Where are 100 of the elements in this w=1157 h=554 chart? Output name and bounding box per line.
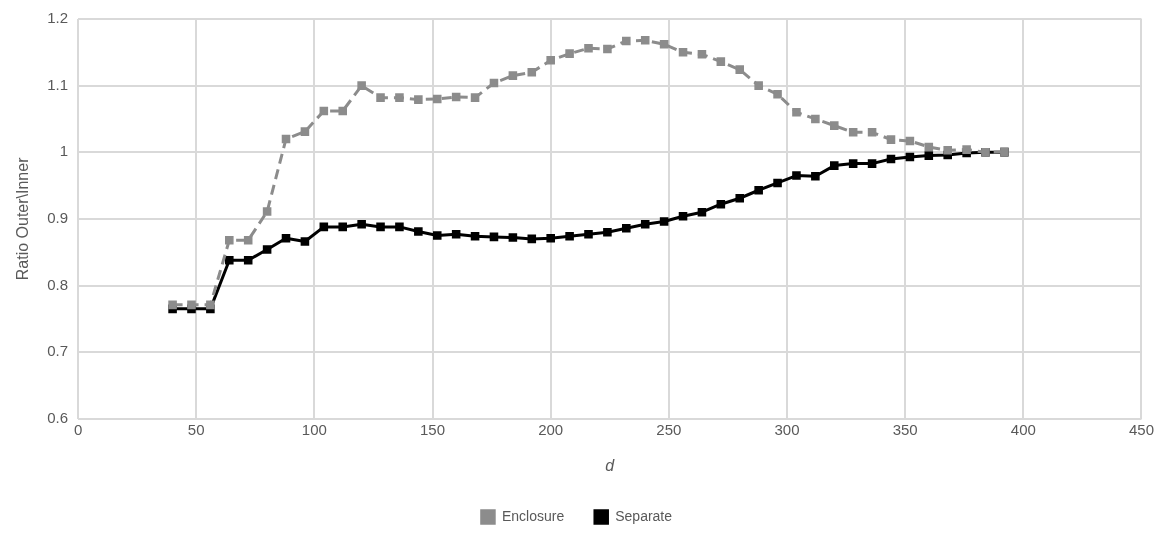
point: [867, 127, 877, 137]
point: [848, 159, 858, 168]
point: [546, 56, 555, 65]
point: [640, 36, 650, 45]
y-tick-label: 0.9: [47, 209, 69, 227]
point: [962, 145, 971, 154]
point: [735, 193, 745, 203]
point: [886, 135, 896, 144]
point: [338, 222, 348, 232]
y-tick-label: 0.8: [47, 275, 69, 293]
point: [395, 222, 404, 232]
point: [829, 121, 839, 130]
x-tick-label: 100: [301, 420, 327, 438]
y-tick-label: 1: [59, 142, 69, 160]
point: [281, 233, 291, 243]
point: [584, 44, 593, 53]
point: [924, 151, 934, 160]
point: [357, 81, 366, 90]
y-axis-title: Ratio Outer\Inner: [14, 156, 32, 281]
x-tick-label: 350: [892, 420, 918, 438]
point: [187, 300, 196, 310]
point: [470, 231, 480, 241]
point: [206, 300, 215, 310]
point: [697, 207, 707, 217]
point: [376, 93, 385, 102]
point: [622, 223, 631, 233]
x-tick-label: 400: [1010, 420, 1036, 438]
point: [508, 71, 518, 80]
point: [243, 235, 253, 245]
x-tick-label: 50: [187, 420, 205, 438]
point: [792, 171, 801, 180]
point: [489, 232, 499, 242]
point: [262, 245, 272, 254]
point: [716, 199, 726, 209]
point: [319, 222, 329, 232]
legend-label: Separate: [615, 507, 673, 524]
point: [262, 207, 272, 216]
point: [357, 219, 366, 229]
point: [225, 255, 234, 265]
point: [395, 93, 404, 102]
point: [470, 93, 480, 102]
point: [943, 145, 952, 155]
point: [735, 65, 745, 74]
point: [414, 95, 423, 104]
point: [905, 136, 915, 146]
point: [584, 229, 593, 239]
point: [829, 161, 839, 170]
point: [773, 90, 782, 99]
point: [489, 78, 499, 88]
point: [867, 159, 877, 168]
x-tick-label: 250: [656, 420, 682, 438]
point: [924, 142, 934, 152]
legend-label: Enclosure: [501, 507, 565, 524]
point: [338, 106, 348, 116]
point: [225, 235, 234, 245]
point: [414, 227, 423, 236]
point: [659, 40, 669, 49]
y-tick-label: 1.1: [47, 75, 69, 93]
point: [432, 94, 442, 104]
x-tick-label: 450: [1128, 420, 1154, 438]
point: [565, 231, 574, 241]
point: [640, 219, 650, 229]
point: [773, 178, 782, 188]
point: [848, 127, 858, 137]
point: [754, 185, 763, 195]
point: [678, 211, 688, 221]
point: [659, 217, 669, 226]
point: [716, 57, 726, 66]
point: [905, 152, 915, 162]
x-tick-label: 300: [774, 420, 800, 438]
point: [527, 68, 537, 77]
point: [603, 44, 612, 54]
y-tick-label: 0.6: [47, 408, 69, 426]
point: [508, 233, 518, 242]
point: [678, 48, 688, 57]
point: [243, 255, 253, 265]
point: [527, 234, 537, 244]
x-tick-label: 200: [538, 420, 564, 438]
x-axis-title: d: [605, 456, 616, 474]
point: [319, 106, 329, 116]
point: [886, 154, 896, 164]
y-tick-label: 0.7: [47, 342, 69, 360]
point: [603, 227, 612, 237]
point: [281, 134, 291, 144]
point: [300, 127, 310, 136]
point: [697, 50, 707, 59]
point: [754, 81, 763, 90]
point: [376, 222, 385, 232]
point: [432, 231, 442, 240]
point: [622, 36, 631, 46]
point: [451, 92, 461, 102]
point: [546, 233, 555, 243]
point: [300, 237, 310, 246]
x-tick-label: 150: [420, 420, 446, 438]
y-tick-label: 1.2: [47, 9, 69, 27]
point: [792, 108, 801, 117]
point: [811, 171, 820, 181]
point: [811, 114, 820, 124]
point: [565, 49, 574, 58]
x-tick-label: 0: [73, 420, 83, 438]
